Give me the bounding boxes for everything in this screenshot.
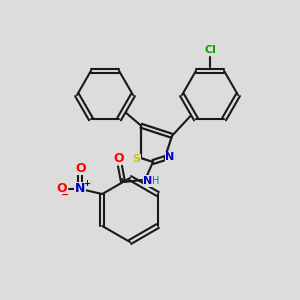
Text: N: N bbox=[75, 182, 86, 196]
Text: S: S bbox=[132, 154, 140, 164]
Text: H: H bbox=[152, 176, 160, 186]
Text: +: + bbox=[83, 179, 90, 188]
Text: O: O bbox=[114, 152, 124, 164]
Text: Cl: Cl bbox=[204, 45, 216, 55]
Text: O: O bbox=[56, 182, 67, 196]
Text: N: N bbox=[165, 152, 174, 162]
Text: N: N bbox=[143, 176, 153, 186]
Text: O: O bbox=[75, 161, 86, 175]
Text: −: − bbox=[61, 190, 69, 200]
